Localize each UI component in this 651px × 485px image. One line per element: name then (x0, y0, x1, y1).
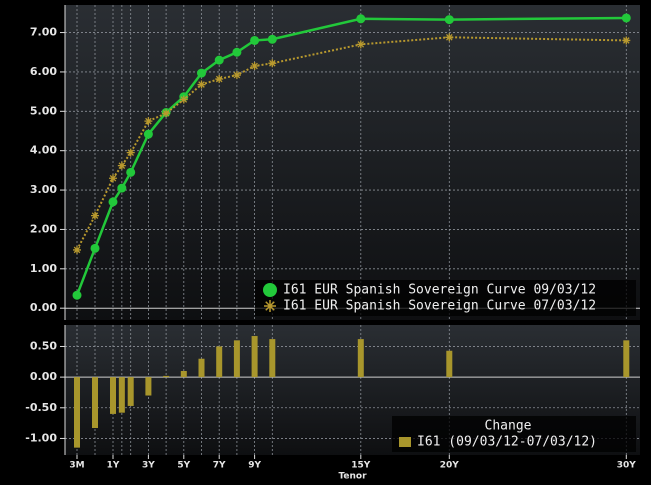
bar (216, 346, 223, 378)
legend: I61 EUR Spanish Sovereign Curve 09/03/12… (255, 280, 636, 316)
circle-marker (72, 290, 82, 300)
star-marker (126, 148, 135, 157)
bar (92, 377, 98, 429)
y-tick-label: -1.00 (25, 431, 57, 444)
legend-label: I61 EUR Spanish Sovereign Curve 07/03/12 (283, 299, 596, 314)
circle-marker (214, 55, 224, 65)
circle-marker (108, 197, 118, 207)
x-tick-label: 3M (69, 461, 84, 471)
legend-marker (264, 300, 276, 312)
bar (233, 340, 240, 378)
y-tick-label: 2.00 (30, 222, 57, 235)
star-marker (197, 80, 206, 89)
y-tick-label: 3.00 (30, 183, 57, 196)
legend-box (255, 280, 636, 316)
bar (251, 336, 258, 378)
circle-marker (250, 35, 260, 45)
series-line (76, 36, 627, 251)
star-marker (73, 245, 81, 254)
circle-marker (232, 47, 242, 57)
y-tick-label: 4.00 (30, 144, 57, 157)
bar (163, 375, 170, 378)
star-marker (232, 71, 241, 80)
star-marker (162, 109, 171, 118)
circle-marker (117, 183, 127, 193)
bar (180, 370, 187, 378)
bar (110, 377, 116, 414)
plot-area (65, 5, 640, 320)
y-tick-label: -0.50 (25, 401, 57, 414)
bar (446, 350, 453, 378)
star-marker (250, 62, 259, 71)
y-tick-label: 5.00 (30, 104, 57, 117)
star-marker (268, 59, 277, 68)
circle-marker (267, 34, 277, 44)
bar (145, 377, 152, 396)
x-tick-label: 5Y (177, 461, 190, 471)
x-tick-label: 1Y (107, 461, 120, 471)
bar (118, 377, 125, 413)
bar (127, 377, 134, 406)
star-marker (109, 174, 117, 183)
y-tick-label: 6.00 (30, 65, 57, 78)
star-marker (179, 95, 188, 104)
star-marker (91, 211, 99, 220)
circle-marker (444, 15, 454, 25)
x-tick-label: 3Y (142, 461, 155, 471)
bar (269, 339, 276, 378)
x-tick-label: 30Y (617, 461, 637, 471)
legend-label: I61 EUR Spanish Sovereign Curve 09/03/12 (283, 283, 596, 298)
legend-marker (263, 283, 277, 297)
bar (74, 377, 80, 448)
star-marker (144, 117, 153, 126)
star-marker (117, 161, 126, 170)
y-tick-label: 0.00 (30, 370, 57, 383)
star-marker (622, 36, 631, 45)
x-tick-label: 7Y (213, 461, 226, 471)
y-tick-label: 0.50 (30, 339, 57, 352)
legend-label: I61 (09/03/12-07/03/12) (417, 435, 597, 450)
circle-marker (356, 14, 366, 24)
legend-title: Change (485, 419, 532, 434)
star-marker (356, 40, 365, 49)
circle-marker (126, 167, 136, 177)
circle-marker (143, 129, 153, 139)
circle-marker (197, 68, 206, 78)
series-line (75, 16, 627, 296)
bar (623, 340, 630, 378)
legend-box (392, 416, 636, 452)
bar (357, 339, 364, 378)
circle-marker (621, 13, 631, 23)
x-axis-title: Tenor (338, 472, 367, 482)
x-tick-label: 20Y (440, 461, 460, 471)
bar (198, 358, 205, 378)
x-tick-label: 9Y (248, 461, 261, 471)
legend-marker (399, 437, 411, 447)
y-tick-label: 1.00 (30, 262, 57, 275)
star-marker (445, 33, 454, 42)
circle-marker (90, 243, 100, 253)
y-tick-label: 0.00 (30, 301, 57, 314)
x-tick-label: 15Y (351, 461, 371, 471)
star-marker (215, 75, 224, 84)
y-tick-label: 7.00 (30, 26, 57, 39)
